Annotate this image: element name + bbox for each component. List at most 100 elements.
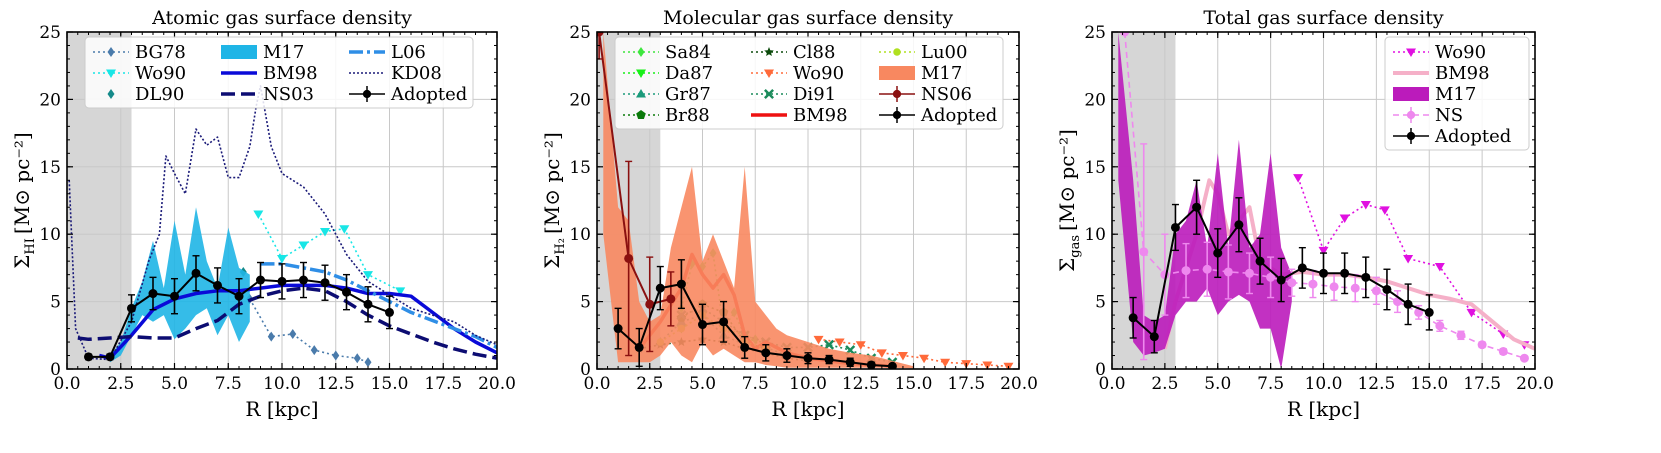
data-point [320, 278, 330, 288]
y-tick-label: 5 [1095, 293, 1106, 313]
x-tick-label: 15.0 [371, 374, 409, 394]
data-point [655, 283, 665, 293]
series-Adopted [1128, 179, 1434, 354]
x-tick-label: 5.0 [689, 374, 716, 394]
data-point [1287, 278, 1297, 288]
legend-swatch [879, 66, 915, 80]
series-NS03 [77, 286, 497, 360]
legend-entry: Di91 [751, 84, 836, 105]
legend-marker [106, 69, 116, 78]
legend-entry: BM98 [221, 63, 318, 84]
legend-marker [1406, 110, 1416, 120]
legend-marker [107, 47, 115, 57]
data-point [803, 353, 813, 363]
data-point [1371, 286, 1381, 296]
data-point [256, 275, 265, 285]
data-point [1403, 299, 1413, 309]
legend-label: Lu00 [921, 42, 967, 63]
y-tick-label: 20 [39, 90, 61, 110]
data-point [597, 32, 604, 37]
series-line [818, 338, 1009, 368]
data-point [782, 351, 792, 361]
legend-entry: NS03 [221, 84, 314, 105]
x-tick-label: 12.5 [1357, 374, 1395, 394]
x-tick-label: 5.0 [161, 374, 188, 394]
data-point [1128, 313, 1138, 323]
data-point [845, 357, 855, 367]
data-point [1213, 248, 1223, 258]
series-Adopted [613, 259, 897, 369]
legend-marker [636, 110, 646, 119]
data-point [277, 276, 287, 286]
data-point [310, 345, 318, 356]
y-tick-label: 25 [1084, 23, 1106, 43]
chart-title: Total gas surface density [1203, 7, 1443, 29]
x-tick-label: 7.5 [742, 374, 769, 394]
data-point [1456, 330, 1466, 340]
data-point [364, 357, 372, 368]
data-point [1350, 283, 1360, 293]
series-BM98 [98, 283, 497, 360]
x-axis-label: R [kpc] [1287, 397, 1360, 421]
data-point [1519, 353, 1529, 363]
x-tick-label: 20.0 [1516, 374, 1554, 394]
y-tick-label: 0 [580, 360, 591, 380]
series-line [249, 298, 369, 364]
data-point [1297, 263, 1307, 273]
legend-entry: NS06 [879, 84, 972, 105]
legend-label: M17 [1435, 84, 1476, 105]
y-tick-label: 5 [50, 293, 61, 313]
data-point [887, 361, 897, 369]
series-L06 [260, 262, 497, 349]
data-point [761, 348, 771, 358]
data-point [1003, 362, 1014, 369]
y-tick-label: 15 [39, 158, 61, 178]
data-point [339, 225, 350, 234]
legend-entry: M17 [879, 63, 962, 84]
legend-label: Sa84 [665, 42, 711, 63]
x-tick-label: 15.0 [895, 374, 933, 394]
panel-3: 0.0 2.5 5.0 7.5 10.0 12.5 15.0 17.5 20.0 0 5 10 15 20… [1055, 7, 1554, 421]
legend-entry: Wo90 [93, 63, 186, 84]
data-point [320, 228, 330, 237]
data-point [1139, 247, 1149, 257]
y-axis-label: ΣH₂[M⊙ pc⁻²] [540, 132, 568, 268]
data-point [940, 358, 951, 368]
data-point [645, 299, 655, 309]
data-point [277, 254, 287, 264]
y-tick-label: 25 [39, 23, 61, 43]
data-point [1192, 202, 1202, 212]
legend-label: Di91 [793, 84, 836, 105]
data-point [1318, 246, 1329, 256]
plot-area [68, 85, 497, 368]
legend-entry: BG78 [93, 42, 186, 63]
data-point [1382, 284, 1392, 294]
data-point [170, 291, 179, 301]
data-point [698, 320, 707, 330]
plot-area [1118, 32, 1535, 369]
legend-marker [764, 47, 774, 56]
data-point [299, 275, 308, 285]
series-line [77, 286, 497, 360]
legend-label: Wo90 [793, 63, 844, 84]
legend-label: BG78 [135, 42, 186, 63]
data-point [105, 352, 115, 362]
legend-label: BM98 [1435, 63, 1490, 84]
legend-entry: Br88 [623, 105, 710, 126]
legend-entry: BM98 [751, 105, 848, 126]
legend-label: Gr87 [665, 84, 711, 105]
x-tick-label: 10.0 [263, 374, 301, 394]
legend-marker [892, 110, 902, 120]
x-tick-label: 17.5 [1463, 374, 1501, 394]
y-tick-label: 10 [1084, 225, 1106, 245]
data-point [982, 361, 993, 369]
x-tick-label: 12.5 [842, 374, 880, 394]
y-axis-label: ΣHI[M⊙ pc⁻²] [10, 132, 38, 268]
data-point [385, 307, 394, 317]
data-point [298, 241, 309, 250]
data-point [834, 338, 845, 348]
legend-entry: KD08 [349, 63, 442, 84]
legend-entry: Cl88 [751, 42, 835, 63]
band-area [110, 207, 250, 363]
